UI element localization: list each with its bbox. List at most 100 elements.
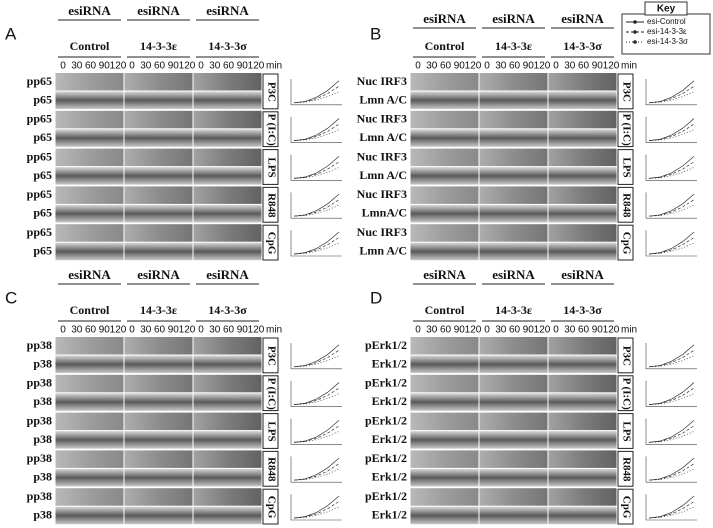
protein-label: pp38 bbox=[27, 376, 52, 390]
blot-strip bbox=[55, 468, 124, 487]
stimulus-box bbox=[617, 224, 634, 261]
time-label: 0 bbox=[60, 325, 66, 336]
mini-graph-axes bbox=[290, 380, 342, 407]
protein-label: pErk1/2 bbox=[365, 451, 407, 465]
blot-strip bbox=[479, 355, 548, 373]
blot-strip bbox=[124, 204, 193, 223]
blot-strip bbox=[479, 110, 548, 129]
blot-strip bbox=[124, 110, 193, 129]
blot-strip bbox=[193, 91, 262, 109]
time-label: 60 bbox=[440, 325, 452, 336]
mini-graph-line bbox=[648, 495, 695, 519]
blot-strip bbox=[410, 224, 479, 242]
protein-label: pp38 bbox=[27, 338, 52, 352]
loading-control-label: LmnA/C bbox=[362, 206, 407, 220]
blot-strip bbox=[479, 450, 548, 468]
loading-control-label: Lmn A/C bbox=[359, 243, 407, 257]
loading-control-label: Erk1/2 bbox=[372, 432, 407, 446]
protein-label: pErk1/2 bbox=[365, 338, 407, 352]
mini-graph-line bbox=[293, 161, 340, 179]
time-label: 60 bbox=[578, 61, 590, 72]
mini-graph-axes bbox=[290, 116, 342, 143]
mini-graph-axes bbox=[645, 456, 697, 483]
time-label: 60 bbox=[223, 325, 235, 336]
mini-graph-line bbox=[293, 199, 340, 217]
mini-graph-axes bbox=[645, 230, 697, 257]
condition-label: 14-3-3ε bbox=[140, 39, 177, 53]
blot-strip bbox=[193, 450, 262, 468]
mini-graph-axes bbox=[645, 418, 697, 445]
mini-graph-line bbox=[293, 349, 340, 368]
blot-strip bbox=[479, 393, 548, 411]
blot-strip bbox=[193, 468, 262, 487]
stimulus-label: CpG bbox=[620, 232, 632, 255]
time-label: 30 bbox=[140, 325, 152, 336]
loading-control-label: Erk1/2 bbox=[372, 470, 407, 484]
time-label: 60 bbox=[85, 61, 97, 72]
mini-graph-axes bbox=[290, 79, 342, 106]
time-label: 30 bbox=[140, 61, 152, 72]
stimulus-box bbox=[262, 337, 279, 374]
mini-graph-axes bbox=[290, 192, 342, 219]
loading-control-label: Erk1/2 bbox=[372, 356, 407, 370]
blot-strip bbox=[193, 167, 262, 185]
stimulus-label: LPS bbox=[265, 421, 277, 441]
stimulus-box bbox=[617, 450, 634, 487]
blot-strip bbox=[479, 167, 548, 185]
blot-strip bbox=[548, 204, 617, 223]
blot-strip bbox=[548, 355, 617, 373]
mini-graph-line bbox=[293, 156, 340, 179]
blot-strip bbox=[124, 450, 193, 468]
time-label: 120 bbox=[110, 61, 127, 72]
blot-strip bbox=[124, 186, 193, 204]
blot-strip bbox=[55, 167, 124, 185]
mini-graph-line bbox=[293, 85, 340, 104]
group-header: esiRNA bbox=[561, 267, 604, 282]
group-header: esiRNA bbox=[492, 11, 535, 26]
blot-strip bbox=[55, 186, 124, 204]
group-header: esiRNA bbox=[423, 267, 466, 282]
blot-strip bbox=[55, 355, 124, 373]
blot-strip bbox=[410, 91, 479, 109]
stimulus-label: R848 bbox=[620, 457, 632, 482]
key-entry: esi-14-3-3ε bbox=[647, 27, 687, 36]
group-header: esiRNA bbox=[423, 11, 466, 26]
mini-graph-line bbox=[648, 237, 695, 255]
mini-graph-line bbox=[293, 425, 340, 443]
stimulus-label: P (I:C) bbox=[620, 378, 632, 410]
time-label: 60 bbox=[578, 325, 590, 336]
key-title-box bbox=[644, 1, 688, 16]
blot-strip bbox=[55, 110, 124, 129]
blot-strip bbox=[410, 186, 479, 204]
stimulus-label: P (I:C) bbox=[265, 378, 277, 410]
loading-control-label: p38 bbox=[33, 470, 52, 484]
blot-strip bbox=[193, 148, 262, 167]
stimulus-label: CpG bbox=[265, 496, 277, 519]
time-label: 120 bbox=[248, 61, 265, 72]
time-label: 60 bbox=[154, 61, 166, 72]
time-label: 30 bbox=[495, 61, 507, 72]
blot-strip bbox=[124, 224, 193, 242]
mini-graph-line bbox=[648, 387, 695, 405]
mini-graph-line bbox=[293, 344, 340, 368]
time-label: 90 bbox=[237, 61, 249, 72]
time-label: 120 bbox=[534, 61, 551, 72]
blot-strip bbox=[548, 186, 617, 204]
key-entry: esi-14-3-3σ bbox=[647, 37, 688, 46]
time-label: 30 bbox=[426, 61, 438, 72]
stimulus-label: LPS bbox=[265, 157, 277, 177]
time-label: 60 bbox=[509, 325, 521, 336]
group-header: esiRNA bbox=[68, 3, 111, 18]
loading-control-label: p38 bbox=[33, 432, 52, 446]
mini-graph-axes bbox=[290, 230, 342, 257]
condition-label: Control bbox=[70, 39, 110, 53]
blot-strip bbox=[410, 110, 479, 129]
time-label: 60 bbox=[509, 61, 521, 72]
blot-strip bbox=[410, 242, 479, 261]
mini-graph-line bbox=[648, 231, 695, 255]
blot-strip bbox=[124, 355, 193, 373]
blot-strip bbox=[410, 73, 479, 91]
blot-strip bbox=[479, 91, 548, 109]
loading-control-label: p38 bbox=[33, 507, 52, 521]
blot-strip bbox=[479, 224, 548, 242]
